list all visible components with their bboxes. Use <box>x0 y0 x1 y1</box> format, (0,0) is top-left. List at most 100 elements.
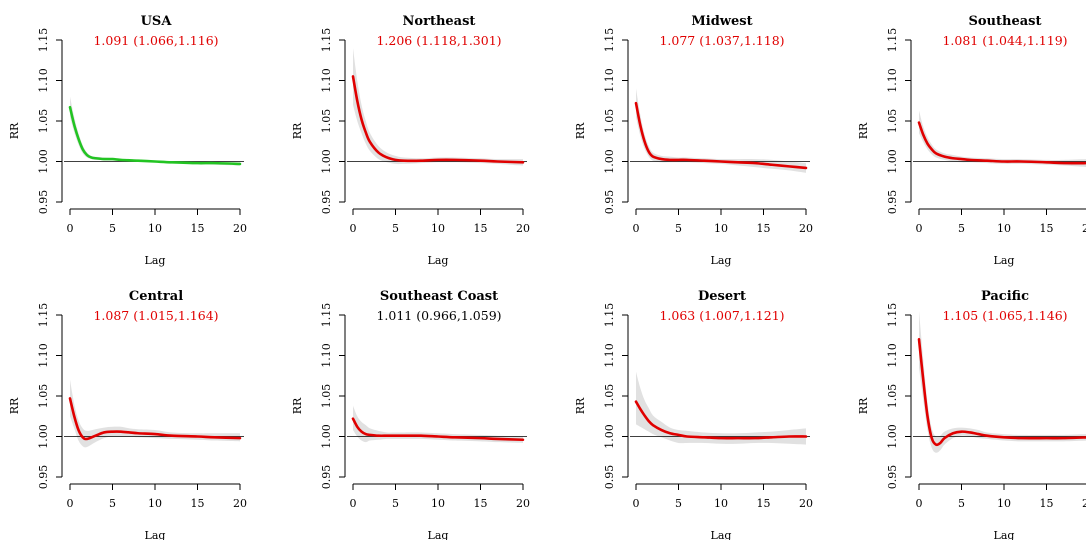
y-tick-label: 1.00 <box>320 424 333 449</box>
x-axis-label: Lag <box>711 254 732 267</box>
y-tick-label: 1.05 <box>320 109 333 134</box>
y-tick-label: 1.00 <box>603 149 616 174</box>
y-tick-label: 0.95 <box>603 190 616 215</box>
panel-title: Central <box>129 289 183 304</box>
x-tick-label: 0 <box>633 497 640 510</box>
confidence-band <box>636 88 806 173</box>
panel-estimate: 1.105 (1.065,1.146) <box>942 308 1067 323</box>
y-tick-label: 1.00 <box>886 424 899 449</box>
y-tick-label: 1.10 <box>886 68 899 93</box>
x-tick-label: 5 <box>958 497 965 510</box>
x-tick-label: 20 <box>799 497 813 510</box>
x-tick-label: 5 <box>109 497 116 510</box>
x-tick-label: 20 <box>516 222 530 235</box>
y-tick-label: 1.10 <box>603 68 616 93</box>
confidence-band <box>353 48 523 166</box>
y-tick-label: 1.05 <box>37 109 50 134</box>
y-tick-label: 0.95 <box>886 465 899 490</box>
panel-title: Desert <box>698 289 746 304</box>
y-axis-label: RR <box>8 397 21 414</box>
x-tick-label: 10 <box>714 497 728 510</box>
x-tick-label: 20 <box>233 222 247 235</box>
panel-title: Pacific <box>981 289 1029 304</box>
x-tick-label: 15 <box>474 222 488 235</box>
x-tick-label: 20 <box>1082 222 1086 235</box>
y-tick-label: 1.15 <box>37 28 50 53</box>
y-axis-label: RR <box>8 122 21 139</box>
y-tick-label: 1.15 <box>603 28 616 53</box>
x-tick-label: 10 <box>997 222 1011 235</box>
confidence-band <box>353 405 523 443</box>
y-axis-label: RR <box>857 397 870 414</box>
rr-curve <box>917 121 1086 165</box>
x-tick-label: 0 <box>916 497 923 510</box>
panel-title: USA <box>141 14 173 29</box>
x-tick-label: 0 <box>633 222 640 235</box>
y-tick-label: 0.95 <box>603 465 616 490</box>
panel-title: Southeast Coast <box>380 289 498 304</box>
x-tick-label: 20 <box>799 222 813 235</box>
panel-estimate: 1.091 (1.066,1.116) <box>93 33 218 48</box>
x-axis-label: Lag <box>145 254 166 267</box>
x-tick-label: 15 <box>757 497 771 510</box>
y-axis-label: RR <box>291 122 304 139</box>
panel-estimate: 1.081 (1.044,1.119) <box>942 33 1067 48</box>
panel-title: Northeast <box>403 14 476 29</box>
y-tick-label: 1.10 <box>886 343 899 368</box>
y-tick-label: 0.95 <box>37 465 50 490</box>
y-tick-label: 1.00 <box>37 149 50 174</box>
x-tick-label: 20 <box>233 497 247 510</box>
y-axis-label: RR <box>857 122 870 139</box>
y-tick-label: 0.95 <box>37 190 50 215</box>
rr-curve <box>351 75 525 164</box>
x-tick-label: 10 <box>148 497 162 510</box>
panel-estimate: 1.011 (0.966,1.059) <box>376 308 501 323</box>
rr-curve <box>351 417 525 442</box>
x-tick-label: 10 <box>148 222 162 235</box>
chart-panel-central: Central 1.087 (1.015,1.164) 0.95 1.00 1.05 1.… <box>8 289 247 540</box>
x-tick-label: 15 <box>191 222 205 235</box>
x-tick-label: 10 <box>997 497 1011 510</box>
y-tick-label: 1.00 <box>603 424 616 449</box>
panel-estimate: 1.063 (1.007,1.121) <box>659 308 784 323</box>
confidence-band <box>70 96 240 166</box>
panel-estimate: 1.206 (1.118,1.301) <box>376 33 501 48</box>
y-tick-label: 1.10 <box>320 68 333 93</box>
rr-curve <box>634 400 808 440</box>
y-tick-label: 1.15 <box>886 28 899 53</box>
x-tick-label: 10 <box>431 497 445 510</box>
y-tick-label: 1.05 <box>603 384 616 409</box>
chart-panel-desert: Desert 1.063 (1.007,1.121) 0.95 1.00 1.05 1.1… <box>574 289 813 540</box>
chart-panel-pacific: Pacific 1.105 (1.065,1.146) 0.95 1.00 1.05 1.… <box>857 289 1086 540</box>
y-tick-label: 1.05 <box>37 384 50 409</box>
rr-curve <box>68 397 242 441</box>
confidence-band <box>919 310 1086 453</box>
x-tick-label: 15 <box>474 497 488 510</box>
x-tick-label: 5 <box>675 222 682 235</box>
rr-curve <box>634 101 808 170</box>
x-axis-label: Lag <box>994 529 1015 540</box>
y-axis-label: RR <box>574 122 587 139</box>
panel-title: Midwest <box>691 14 752 29</box>
panel-estimate: 1.087 (1.015,1.164) <box>93 308 218 323</box>
y-tick-label: 1.00 <box>320 149 333 174</box>
chart-panel-usa: USA 1.091 (1.066,1.116) 0.95 1.00 1.05 1.10 1.… <box>8 14 247 267</box>
x-axis-label: Lag <box>711 529 732 540</box>
x-tick-label: 10 <box>714 222 728 235</box>
x-tick-label: 15 <box>1040 497 1054 510</box>
x-tick-label: 0 <box>916 222 923 235</box>
x-tick-label: 20 <box>516 497 530 510</box>
x-tick-label: 0 <box>67 497 74 510</box>
y-tick-label: 1.15 <box>603 303 616 328</box>
x-tick-label: 5 <box>392 222 399 235</box>
x-tick-label: 15 <box>191 497 205 510</box>
chart-panel-midwest: Midwest 1.077 (1.037,1.118) 0.95 1.00 1.05 1.… <box>574 14 813 267</box>
y-tick-label: 0.95 <box>320 465 333 490</box>
confidence-band <box>919 110 1086 167</box>
x-tick-label: 5 <box>392 497 399 510</box>
y-tick-label: 1.05 <box>320 384 333 409</box>
y-tick-label: 1.05 <box>886 109 899 134</box>
x-tick-label: 0 <box>67 222 74 235</box>
y-tick-label: 0.95 <box>320 190 333 215</box>
rr-curve <box>68 105 242 166</box>
